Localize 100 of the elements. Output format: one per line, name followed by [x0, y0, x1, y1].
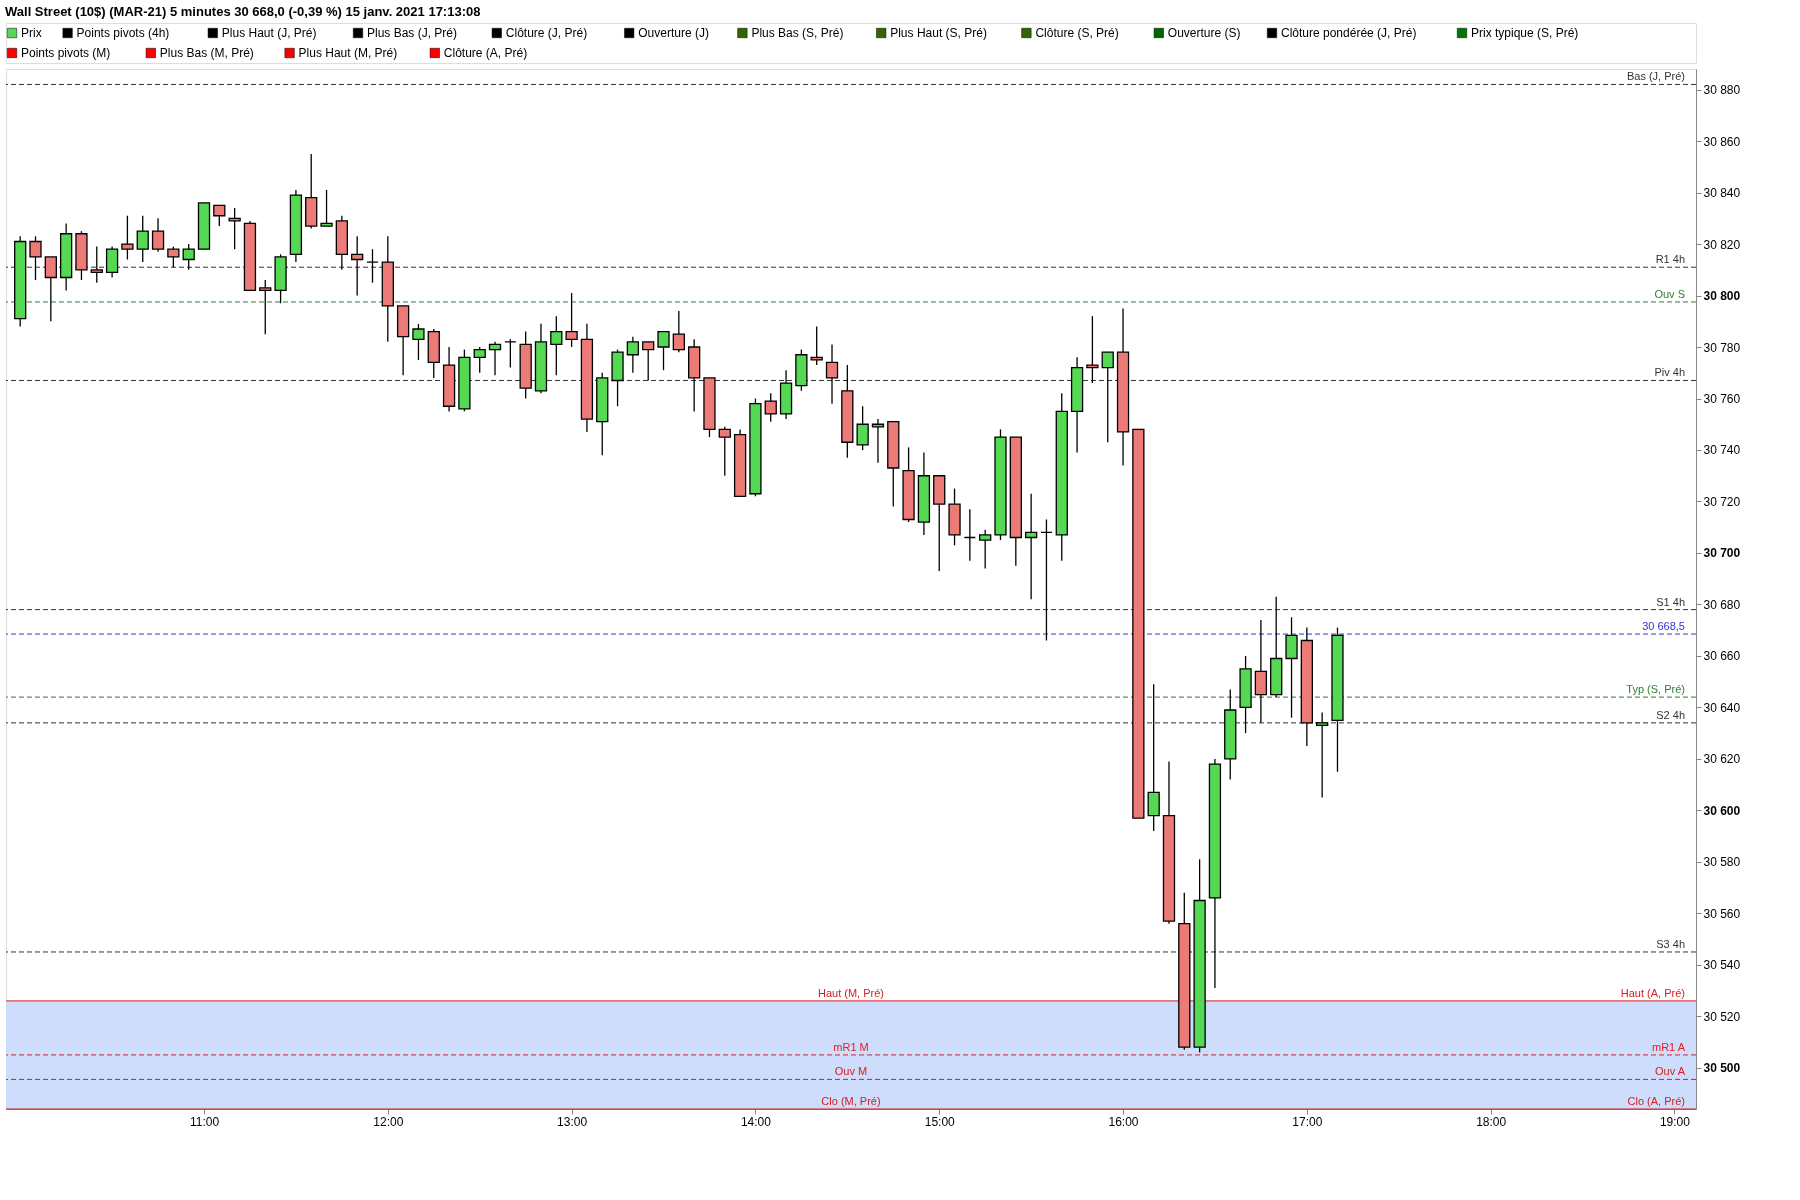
legend-label: Plus Bas (M, Pré)	[159, 46, 254, 60]
candlestick	[810, 325, 823, 366]
candlestick	[1254, 619, 1268, 724]
candlestick	[1101, 351, 1114, 443]
candlestick	[259, 279, 272, 335]
y-tick-label: 30 780	[1703, 340, 1741, 355]
candlestick	[412, 323, 425, 361]
x-tick-label: 12:00	[373, 1114, 404, 1129]
candlestick	[488, 341, 502, 376]
x-tick-label: 19:00	[1659, 1114, 1691, 1129]
legend-label: Plus Haut (S, Pré)	[890, 26, 987, 40]
candlestick	[213, 204, 226, 227]
candlestick	[1285, 616, 1298, 719]
y-tick-label: 30 540	[1703, 958, 1741, 973]
y-tick-label: 30 700	[1703, 546, 1741, 561]
y-tick-label: 30 640	[1703, 700, 1741, 715]
legend-label: Clôture (S, Pré)	[1035, 26, 1119, 40]
legend-label: Plus Bas (J, Pré)	[367, 26, 458, 40]
candlestick	[657, 330, 670, 371]
y-tick-label: 30 860	[1703, 134, 1741, 149]
legend-label: Clôture (J, Pré)	[505, 26, 588, 40]
candlestick	[764, 392, 777, 423]
candlestick	[1147, 683, 1160, 832]
candlestick	[1316, 711, 1329, 799]
candlestick	[1024, 493, 1038, 600]
candlestick	[320, 189, 333, 227]
ref-line-label: Bas (J, Pré)	[1626, 70, 1685, 83]
x-tick-label: 11:00	[189, 1114, 220, 1129]
y-tick-label: 30 520	[1703, 1009, 1741, 1024]
x-tick-label: 17:00	[1292, 1114, 1323, 1129]
candlestick	[182, 243, 195, 271]
y-tick-label: 30 620	[1703, 752, 1741, 767]
candlestick	[626, 336, 640, 374]
annotation: Ouv A	[1655, 1065, 1686, 1078]
legend-label: Plus Haut (J, Pré)	[221, 26, 317, 40]
legend-label: Ouverture (J)	[638, 26, 709, 40]
ref-line-label: Ouv M	[834, 1065, 868, 1078]
y-tick-label: 30 600	[1703, 803, 1741, 818]
x-tick-label: 14:00	[740, 1114, 772, 1129]
legend-label: Clôture (A, Pré)	[443, 46, 528, 60]
ref-line-label: 30 668,5	[1642, 620, 1685, 633]
ref-line-label: S1 4h	[1656, 595, 1685, 608]
candlestick	[90, 245, 103, 284]
legend-label: Plus Haut (M, Pré)	[298, 46, 398, 60]
candlestick	[1040, 518, 1053, 642]
ref-line-label: R1 4h	[1655, 253, 1685, 266]
candlestick	[473, 346, 486, 374]
candlestick	[504, 338, 517, 369]
y-tick-label: 30 680	[1703, 597, 1741, 612]
ref-line-label: Ouv S	[1654, 287, 1685, 300]
y-tick-label: 30 560	[1703, 906, 1741, 921]
candlestick	[29, 235, 42, 281]
legend-label: Points pivots (M)	[21, 46, 111, 60]
ref-line-label: Piv 4h	[1654, 366, 1685, 379]
x-tick-label: 15:00	[924, 1114, 956, 1129]
annotation: Clo (A, Pré)	[1627, 1095, 1685, 1107]
candlestick	[856, 405, 869, 451]
y-tick-label: 30 880	[1703, 83, 1741, 98]
legend-label: Points pivots (4h)	[76, 26, 170, 40]
ref-line-label: Typ (S, Pré)	[1626, 683, 1685, 696]
legend-label: Prix typique (S, Pré)	[1471, 26, 1579, 40]
y-tick-label: 30 580	[1703, 855, 1741, 870]
candlestick	[963, 508, 977, 562]
annotation: mR1 A	[1651, 1040, 1686, 1053]
y-tick-label: 30 840	[1703, 186, 1741, 201]
y-tick-label: 30 740	[1703, 443, 1741, 458]
x-tick-label: 13:00	[557, 1114, 588, 1129]
candlestick	[550, 315, 563, 376]
candlestick	[565, 292, 578, 348]
candlestick	[351, 235, 364, 297]
candlestick	[979, 529, 992, 570]
chart-title: Wall Street (10$) (MAR-21) 5 minutes 30 668,0 (-0,39 %) 15 janv. 2021 17:13:08	[5, 3, 481, 19]
candlestick	[151, 217, 165, 253]
legend-label: Plus Bas (S, Pré)	[751, 26, 844, 40]
y-tick-label: 30 800	[1703, 289, 1741, 304]
legend-label: Ouverture (S)	[1167, 26, 1241, 40]
legend-label: Clôture pondérée (J, Pré)	[1281, 26, 1417, 40]
candlestick	[105, 245, 119, 279]
candlestick	[136, 215, 149, 263]
ref-line-label: mR1 M	[833, 1040, 869, 1053]
candlestick	[228, 207, 241, 250]
candlestick	[672, 310, 685, 353]
y-tick-label: 30 720	[1703, 494, 1741, 509]
x-tick-label: 16:00	[1108, 1114, 1139, 1129]
candlestick	[718, 426, 731, 477]
candlestick	[44, 256, 57, 322]
candlestick	[825, 343, 839, 405]
ref-line-label: Clo (M, Pré)	[821, 1095, 881, 1107]
x-tick-label: 18:00	[1476, 1114, 1507, 1129]
candlestick	[167, 245, 180, 268]
candlestick	[366, 248, 379, 284]
y-tick-label: 30 660	[1703, 649, 1741, 664]
ref-line-label: S3 4h	[1656, 937, 1685, 950]
y-tick-label: 30 500	[1703, 1061, 1741, 1076]
candlestick	[1086, 315, 1099, 384]
candlestick	[642, 341, 655, 382]
y-tick-label: 30 760	[1703, 392, 1741, 406]
candlestick	[121, 215, 134, 261]
ref-line-label: S2 4h	[1656, 708, 1685, 721]
annotation: Haut (A, Pré)	[1620, 986, 1685, 999]
